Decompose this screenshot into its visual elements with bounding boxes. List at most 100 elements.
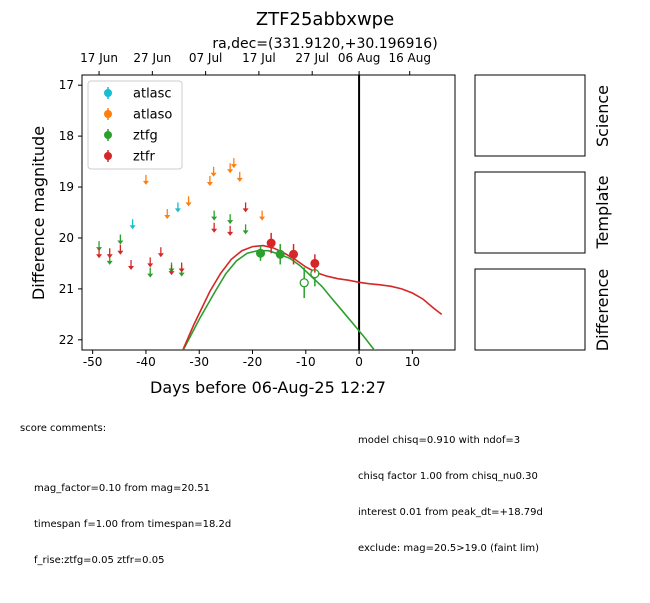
upper-limit-marker [206,175,213,186]
top-tick-label: 17 Jun [80,51,118,65]
y-tick-label: 19 [59,180,74,194]
upper-limit-marker [129,219,136,230]
science-panel [474,74,586,157]
upper-limit-marker [147,267,154,278]
data-marker-open [299,278,309,288]
data-point [289,244,299,265]
score-comment-line: mag_factor=0.10 from mag=20.51 [34,483,211,494]
plot-content [96,75,443,350]
limit-arrowhead [128,265,135,270]
model-comment-line: interest 0.01 from peak_dt=+18.79d [358,507,543,518]
limit-arrowhead [157,253,164,258]
y-tick-label: 18 [59,129,74,143]
legend: atlasc atlaso ztfg ztfr [87,80,183,170]
model-comment-line: chisq factor 1.00 from chisq_nu0.30 [358,471,538,482]
upper-limit-marker [96,248,103,259]
score-comments-heading: score comments: [20,423,107,434]
legend-item: ztfg [104,129,158,144]
x-tick-label: 0 [355,355,363,369]
limit-arrowhead [185,202,192,207]
plot-frame [81,74,456,351]
limit-arrowhead [230,164,237,169]
data-point-open [299,267,309,299]
upper-limit-marker [106,248,113,259]
upper-limit-marker [185,196,192,207]
upper-limit-marker [230,158,237,169]
upper-limit-marker [259,210,266,221]
template-panel [474,171,586,254]
limit-arrowhead [227,220,234,225]
upper-limit-marker [157,247,164,258]
limit-arrowhead [210,172,217,177]
score-comments: score comments: mag_factor=0.10 from mag… [20,399,231,603]
limit-arrowhead [96,254,103,259]
limit-arrowhead [147,273,154,278]
figure: ZTF25abbxwpe ra,dec=(331.9120,+30.196916… [29,9,612,397]
upper-limit-marker [210,166,217,177]
difference-panel [474,268,586,351]
x-tick-label: -30 [189,355,209,369]
x-tick-label: -20 [243,355,263,369]
top-tick-label: 17 Jul [242,51,276,65]
limit-arrowhead [106,254,113,259]
top-tick-label: 06 Aug [338,51,381,65]
legend-box [87,80,183,170]
data-marker [266,238,276,248]
upper-limit-marker [142,174,149,185]
template-panel-label: Template [593,175,612,249]
chart-title: ZTF25abbxwpe [256,9,394,30]
data-marker [275,249,285,259]
upper-limit-marker [227,163,234,174]
limit-arrowhead [178,268,185,273]
chart-subtitle: ra,dec=(331.9120,+30.196916) [212,36,437,52]
top-tick-label: 07 Jul [189,51,223,65]
upper-limit-marker [168,265,175,276]
limit-arrowhead [227,169,234,174]
upper-limit-marker [211,210,218,221]
limit-arrowhead [129,225,136,230]
top-tick-label: 16 Aug [388,51,431,65]
upper-limit-marker [164,209,171,220]
legend-label: atlasc [133,87,172,102]
upper-limit-marker [227,214,234,225]
limit-arrowhead [242,230,249,235]
upper-limit-marker [242,224,249,235]
upper-limit-marker [174,202,181,213]
upper-limit-marker [227,225,234,236]
y-tick-label: 21 [59,282,74,296]
limit-arrowhead [117,250,124,255]
limit-arrowhead [236,177,243,182]
limit-arrowhead [142,180,149,185]
y-tick-label: 17 [59,78,74,92]
upper-limit-marker [128,259,135,270]
data-marker [289,249,299,259]
limit-arrowhead [211,216,218,221]
limit-arrowhead [174,208,181,213]
upper-limit-marker [147,257,154,268]
data-point [256,245,266,261]
legend-marker [104,131,112,139]
y-tick-label: 20 [59,231,74,245]
data-marker [310,258,320,268]
data-marker [256,248,266,258]
x-tick-label: -50 [83,355,103,369]
limit-arrowhead [227,231,234,236]
data-point [266,232,276,254]
science-panel-label: Science [593,85,612,147]
model-comment-line: model chisq=0.910 with ndof=3 [358,435,521,446]
upper-limit-marker [236,171,243,182]
legend-marker [104,110,112,118]
upper-limit-marker [211,222,218,233]
score-comment-line: f_rise:ztfg=0.05 ztfr=0.05 [34,555,165,566]
model-comments: model chisq=0.910 with ndof=3 chisq fact… [358,411,543,567]
legend-label: ztfg [133,129,158,144]
limit-arrowhead [211,228,218,233]
y-tick-label: 22 [59,333,74,347]
model-curve-ztfg [182,249,376,350]
legend-marker [104,89,112,97]
top-tick-label: 27 Jul [295,51,329,65]
y-axis-label: Difference magnitude [29,126,48,300]
limit-arrowhead [242,208,249,213]
upper-limit-marker [178,262,185,273]
x-tick-label: -40 [136,355,156,369]
